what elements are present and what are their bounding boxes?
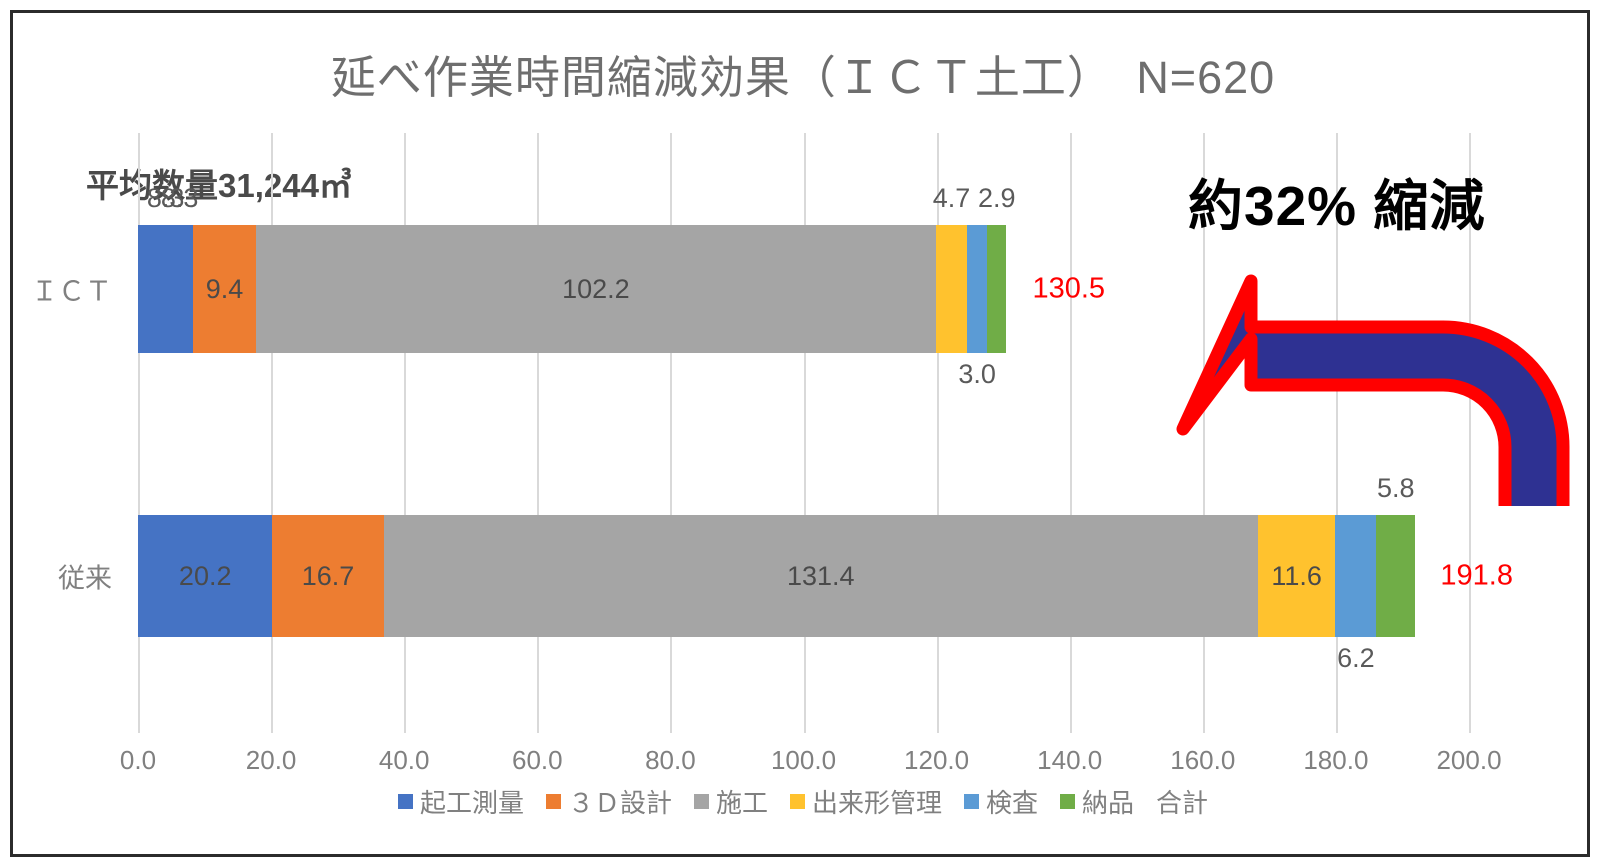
x-axis-tick-label: 60.0 bbox=[511, 745, 563, 775]
x-axis-tick-label: 140.0 bbox=[1037, 745, 1103, 775]
bar-segment[interactable]: 9.4 bbox=[193, 225, 256, 353]
gridline-0.0 bbox=[138, 133, 140, 733]
x-axis-tick-label: 0.0 bbox=[119, 745, 157, 775]
legend-item[interactable]: 合計 bbox=[1156, 783, 1208, 820]
chart-legend: 起工測量 ３Ｄ設計 施工 出来形管理 検査 納品 合計 bbox=[13, 783, 1593, 820]
gridline-180.0 bbox=[1335, 133, 1338, 733]
bar-segment-value: 11.6 bbox=[1271, 560, 1322, 591]
legend-item-label: 納品 bbox=[1082, 788, 1135, 818]
x-axis-tick-label: 20.0 bbox=[245, 745, 297, 775]
x-axis-tick-label: 40.0 bbox=[378, 745, 430, 775]
legend-swatch-icon bbox=[789, 794, 805, 809]
legend-item-label: 出来形管理 bbox=[811, 788, 942, 818]
legend-item[interactable]: ３Ｄ設計 bbox=[545, 783, 672, 820]
gridline-100.0 bbox=[803, 133, 806, 733]
bar-segment-value: 131.4 bbox=[787, 560, 855, 591]
x-axis-tick-label: 160.0 bbox=[1170, 745, 1236, 775]
bar-segment-value-outside: 3.0 bbox=[958, 359, 996, 389]
plot-area: 0.0 20.0 40.0 60.0 80.0 100.0 120.0 140.0 160.0 1… bbox=[31, 133, 1513, 775]
bar-segment[interactable]: 20.2 bbox=[138, 515, 273, 637]
bar-total-value: 191.8 bbox=[1440, 559, 1513, 592]
bar-segment[interactable]: 16.7 bbox=[272, 515, 384, 637]
bar-segment[interactable] bbox=[967, 225, 988, 353]
gridline-160.0 bbox=[1202, 133, 1205, 733]
legend-item-label: 検査 bbox=[986, 788, 1039, 818]
gridline-20.0 bbox=[271, 133, 274, 733]
legend-swatch-icon bbox=[693, 794, 709, 809]
bar-segment[interactable]: 11.6 bbox=[1258, 515, 1336, 637]
gridline-80.0 bbox=[670, 133, 673, 733]
x-axis-tick-label: 120.0 bbox=[904, 745, 970, 775]
legend-item[interactable]: 検査 bbox=[964, 783, 1038, 820]
x-axis-tick-label: 80.0 bbox=[645, 745, 696, 775]
bar-segment[interactable] bbox=[138, 225, 194, 353]
reduction-annotation: 約32% 縮減 bbox=[1188, 175, 1486, 237]
bar-segment[interactable] bbox=[987, 225, 1007, 353]
legend-item[interactable]: 納品 bbox=[1060, 783, 1134, 820]
legend-swatch-icon bbox=[545, 794, 561, 809]
bar-segment[interactable] bbox=[935, 225, 968, 353]
gridline-120.0 bbox=[936, 133, 939, 733]
legend-item[interactable]: 施工 bbox=[693, 783, 768, 820]
average-quantity-text: 平均数量31,244㎥ bbox=[86, 167, 352, 204]
bar-segment[interactable]: 131.4 bbox=[383, 515, 1259, 637]
bar-segment-value: 102.2 bbox=[562, 273, 630, 304]
bar-segment[interactable]: 102.2 bbox=[255, 225, 936, 353]
x-axis-tick-label: 100.0 bbox=[770, 745, 837, 775]
bent-arrow-icon bbox=[1143, 241, 1583, 554]
bar-segment-value-outside: 6.2 bbox=[1337, 643, 1375, 673]
legend-item-label: ３Ｄ設計 bbox=[567, 788, 672, 818]
bar-total-value: 130.5 bbox=[1032, 272, 1106, 305]
chart-frame: 延べ作業時間縮減効果（ＩＣＴ土工） N=620 平均数量31,244㎥ 0.0 2… bbox=[10, 10, 1590, 857]
legend-item-label: 起工測量 bbox=[419, 788, 524, 818]
gridline-60.0 bbox=[537, 133, 540, 733]
bar-segment-value: 16.7 bbox=[301, 560, 355, 591]
y-axis-category-label: 従来 bbox=[58, 563, 112, 594]
gridline-200.0 bbox=[1469, 133, 1471, 733]
bar-segment[interactable] bbox=[1376, 515, 1416, 637]
x-axis-tick-label: 180.0 bbox=[1303, 745, 1369, 775]
page-title: 延べ作業時間縮減効果（ＩＣＴ土工） N=620 bbox=[330, 52, 1276, 103]
legend-item[interactable]: 起工測量 bbox=[397, 783, 524, 820]
bar-segment-value-outside: 4.7 bbox=[932, 183, 971, 213]
bar-segment-value: 20.2 bbox=[178, 560, 232, 591]
legend-item[interactable]: 出来形管理 bbox=[789, 783, 942, 820]
legend-item-label: 施工 bbox=[715, 788, 768, 818]
bar-segment[interactable] bbox=[1335, 515, 1377, 637]
gridline-40.0 bbox=[404, 133, 407, 733]
bar-row[interactable]: ＩＣＴ 8.3 9.4 102.2 4.7 3.0 2.9 8.3 130.5 bbox=[31, 183, 1105, 389]
y-axis-category-label: ＩＣＴ bbox=[31, 276, 112, 307]
bar-segment-value-outside: 2.9 bbox=[978, 183, 1016, 213]
legend-swatch-icon bbox=[397, 794, 413, 809]
x-axis-tick-label: 200.0 bbox=[1436, 745, 1502, 775]
legend-item-label: 合計 bbox=[1156, 788, 1209, 818]
average-quantity-label: 平均数量31,244㎥ bbox=[31, 121, 352, 245]
gridline-140.0 bbox=[1069, 133, 1072, 733]
bar-segment-value: 9.4 bbox=[205, 273, 244, 304]
legend-swatch-icon bbox=[964, 794, 979, 809]
bar-segment-value-outside: 5.8 bbox=[1377, 473, 1415, 503]
bar-segment-value-outside: 8.3 bbox=[160, 183, 199, 213]
bar-row[interactable]: 従来 20.2 16.7 131.4 11.6 6.2 5.8 191.8 bbox=[58, 473, 1513, 673]
bar-segment-value-outside: 8.3 bbox=[146, 183, 185, 213]
legend-swatch-icon bbox=[1060, 794, 1076, 809]
